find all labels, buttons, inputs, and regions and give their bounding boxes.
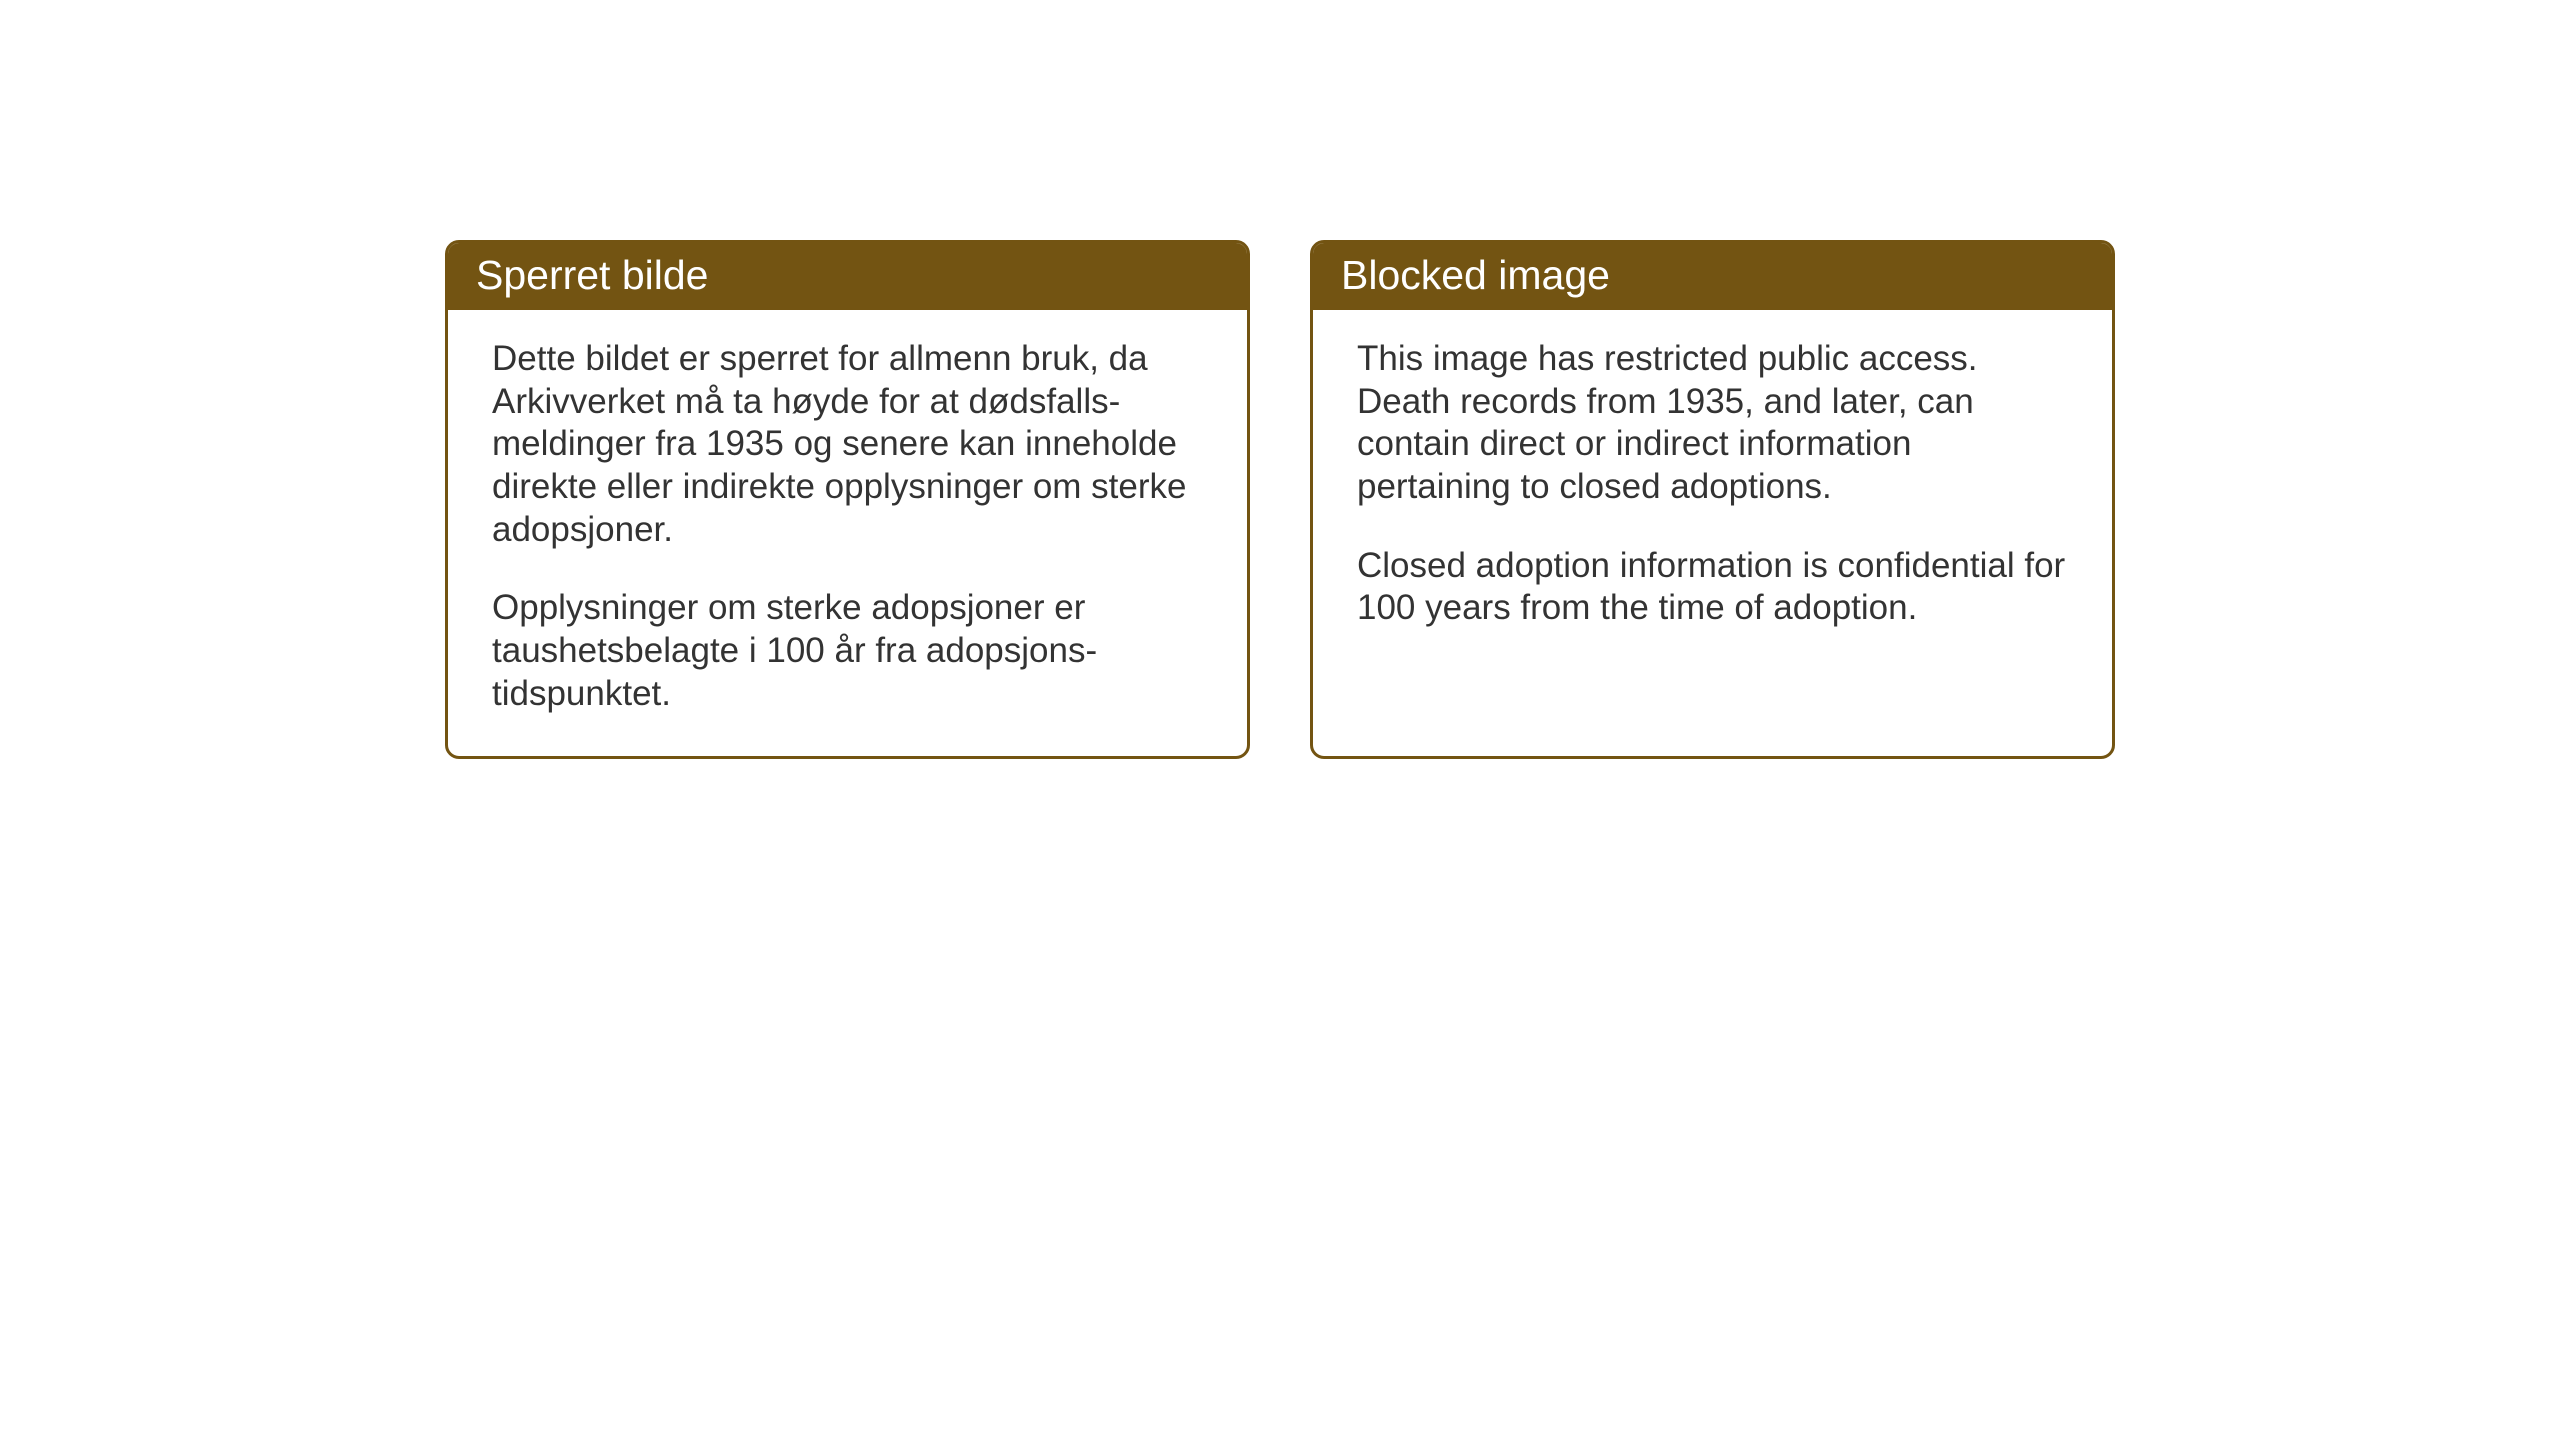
notice-paragraph: Opplysninger om sterke adopsjoner er tau… [492,587,1203,715]
notice-paragraph: This image has restricted public access.… [1357,338,2068,509]
notice-title-norwegian: Sperret bilde [476,252,708,298]
notice-paragraph: Dette bildet er sperret for allmenn bruk… [492,338,1203,551]
notice-header-english: Blocked image [1313,243,2112,310]
notice-paragraph: Closed adoption information is confident… [1357,545,2068,630]
notice-body-norwegian: Dette bildet er sperret for allmenn bruk… [448,310,1247,756]
notice-header-norwegian: Sperret bilde [448,243,1247,310]
notice-box-norwegian: Sperret bilde Dette bildet er sperret fo… [445,240,1250,759]
notice-body-english: This image has restricted public access.… [1313,310,2112,670]
notice-box-english: Blocked image This image has restricted … [1310,240,2115,759]
notice-title-english: Blocked image [1341,252,1610,298]
notice-container: Sperret bilde Dette bildet er sperret fo… [445,240,2115,759]
